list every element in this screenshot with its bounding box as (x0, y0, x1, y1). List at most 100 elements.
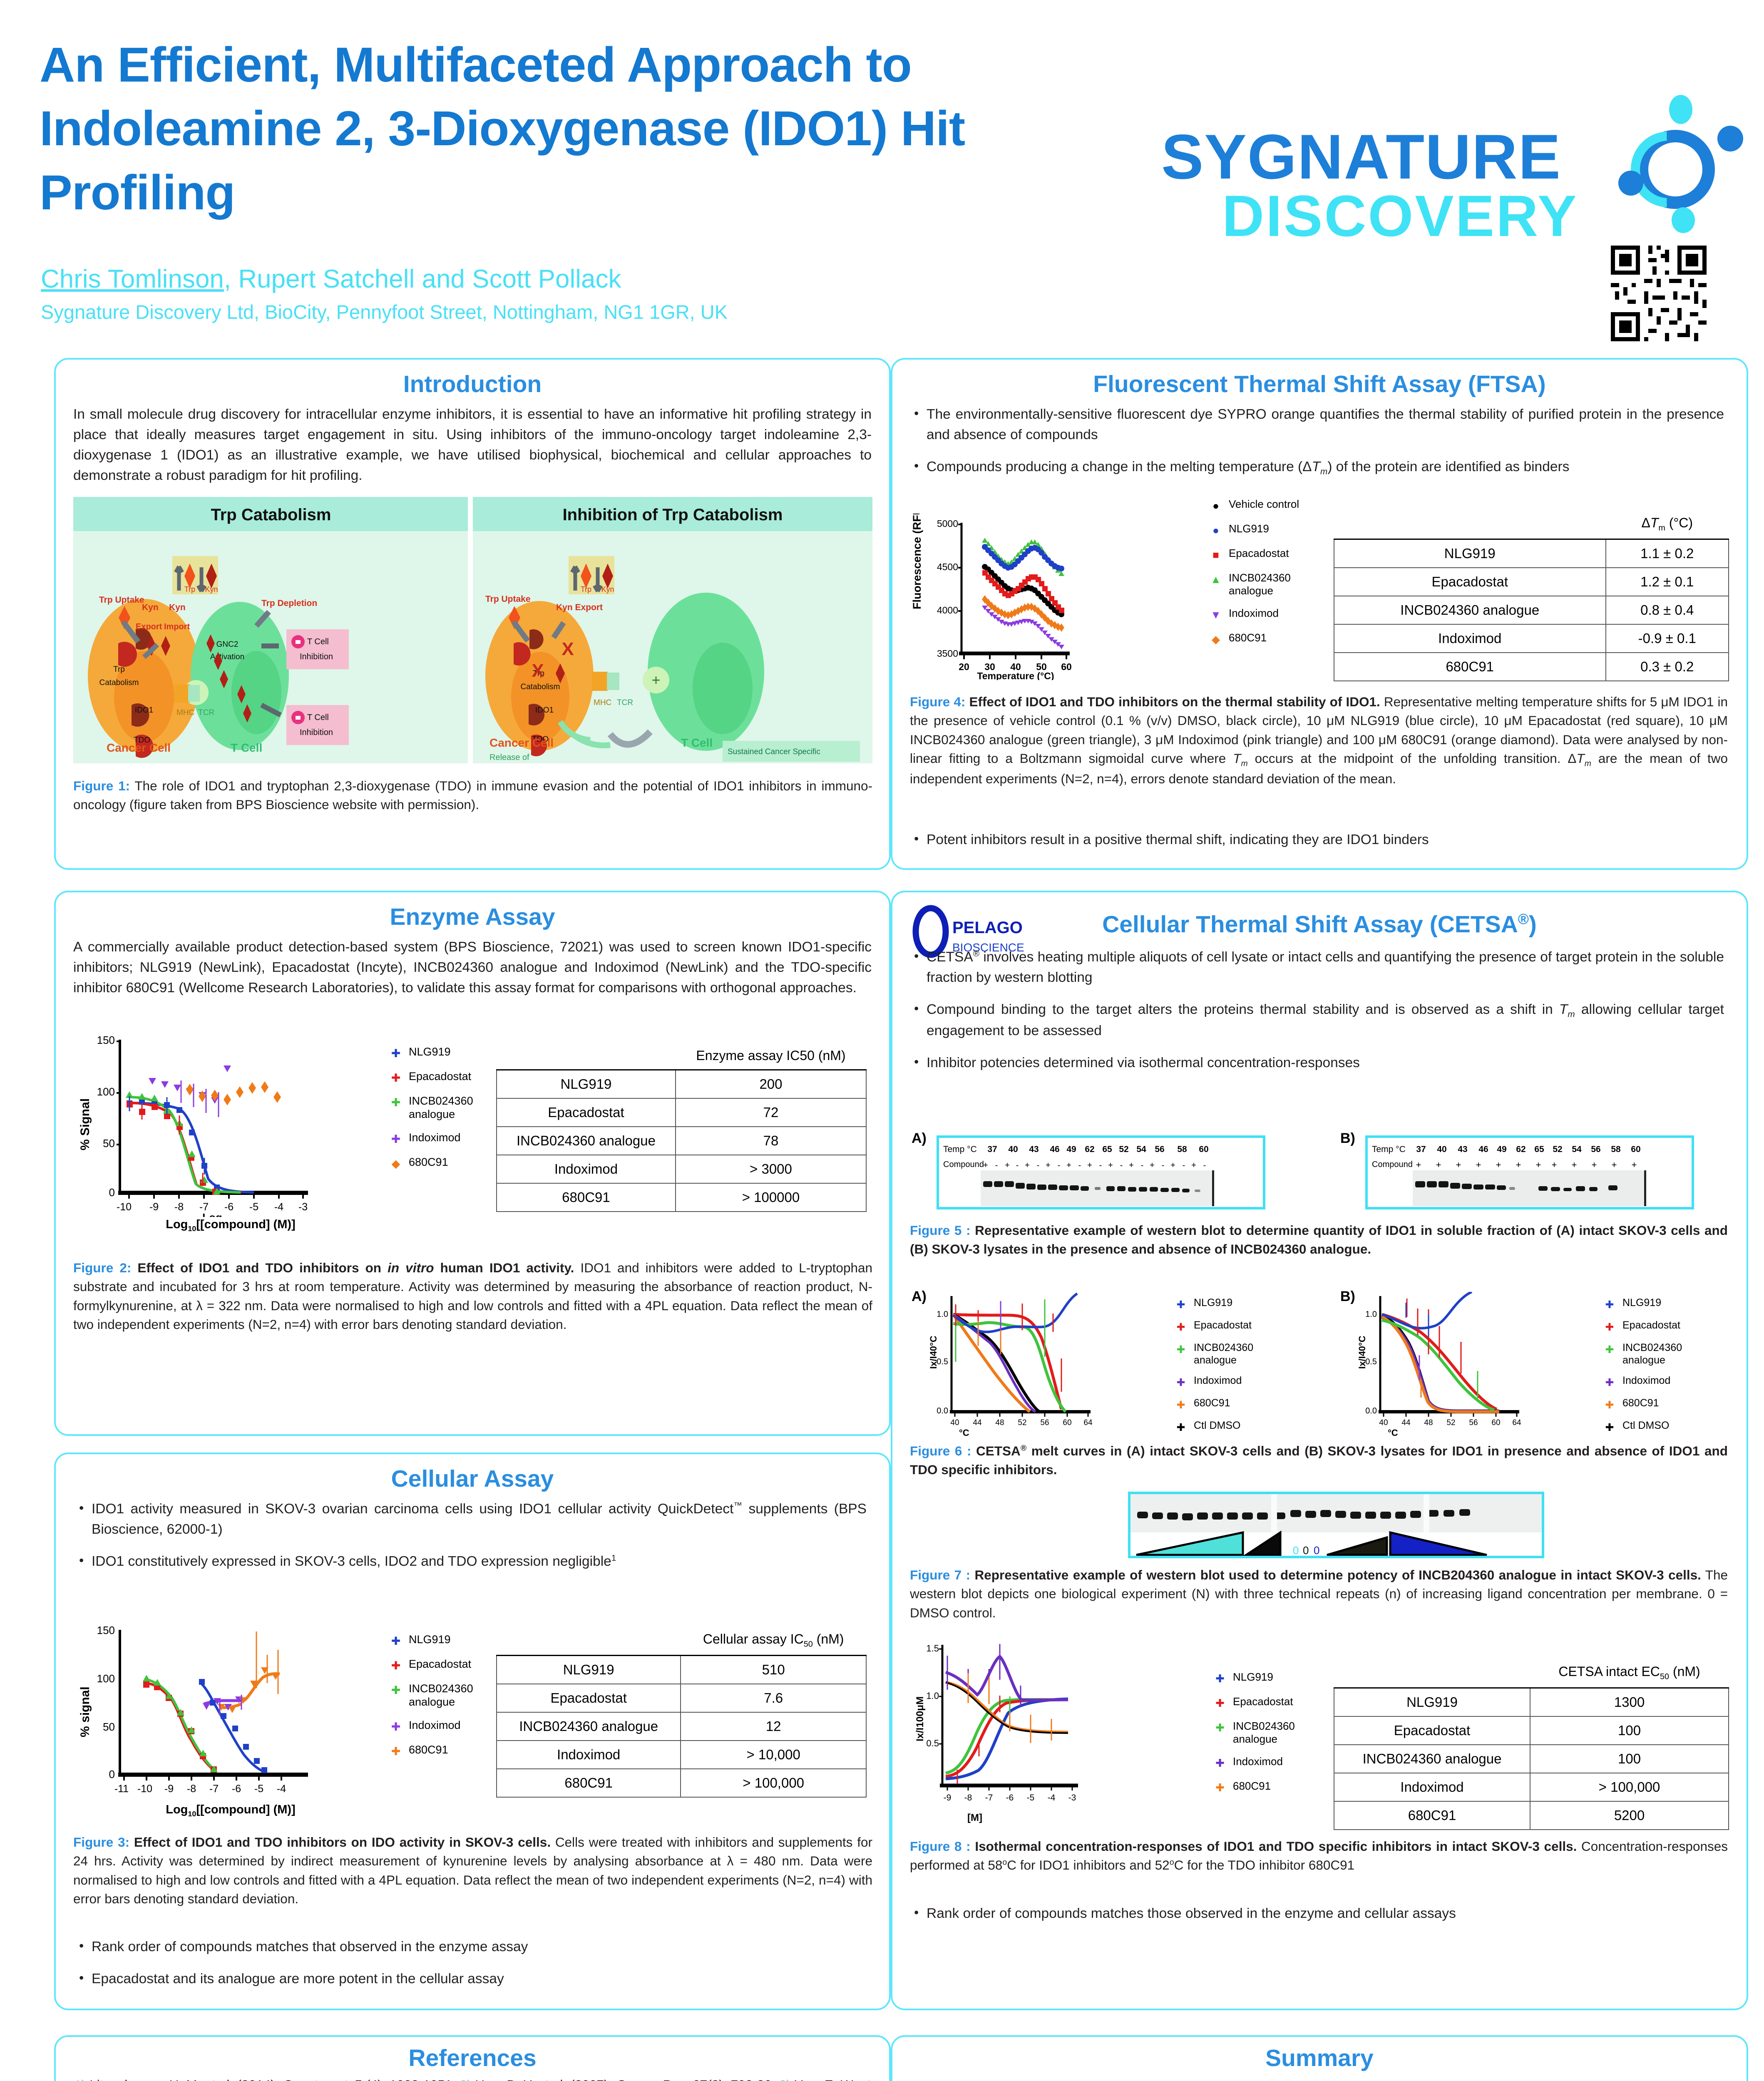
svg-text:0.5: 0.5 (937, 1357, 948, 1366)
figure7-caption: Figure 7 : Representative example of wes… (910, 1567, 1728, 1620)
figure4-caption: Figure 4: Effect of IDO1 and TDO inhibit… (910, 694, 1728, 786)
svg-text:-: - (1058, 1161, 1061, 1170)
svg-text:0.0: 0.0 (1365, 1406, 1377, 1415)
legend-label: NLG919 (409, 1045, 451, 1058)
table-header-ec50: CETSA intact EC50 (nM) (1530, 1658, 1729, 1689)
qr-code-icon (1607, 241, 1711, 345)
svg-text:Catabolism: Catabolism (99, 678, 139, 687)
legend-label: INCB024360 analogue (1233, 1720, 1295, 1745)
svg-text:0: 0 (109, 1768, 115, 1781)
list-item: Rank order of compounds matches those ob… (909, 1903, 1725, 1924)
svg-text:58: 58 (1177, 1145, 1187, 1154)
figure4-legend: ● Vehicle control ● NLG919 ■ Epacadostat ▲ I… (1209, 498, 1321, 656)
table-cell: Epacadostat (496, 1684, 681, 1713)
figure6b-legend: ✚ NLG919 ✚ Epacadostat ✚ INCB024360 analogu… (1603, 1297, 1727, 1444)
table-row: INCB024360 analogue 78 (496, 1126, 867, 1155)
svg-text:37: 37 (987, 1145, 997, 1154)
legend-marker-680c91: ✚ (1176, 1399, 1185, 1411)
table-cell: NLG919 (1334, 539, 1606, 569)
svg-text:-7: -7 (199, 1201, 209, 1213)
legend-marker-incb024360: ✚ (1605, 1344, 1614, 1356)
table-row: INCB024360 analogue 100 (1333, 1744, 1729, 1774)
legend-label: Indoximod (1194, 1375, 1242, 1386)
svg-text:150: 150 (97, 1624, 115, 1636)
legend-label: 680C91 (1229, 631, 1267, 644)
svg-text:TCR: TCR (198, 708, 214, 717)
figure3-legend: ✚ NLG919 ✚ Epacadostat ✚ INCB024360 analogu… (389, 1633, 489, 1768)
svg-text:MHC: MHC (594, 698, 611, 707)
table-cell: > 10,000 (680, 1740, 867, 1770)
legend-label: INCB024360 analogue (409, 1095, 473, 1120)
svg-text:Catabolism: Catabolism (520, 683, 560, 691)
svg-text:-10: -10 (117, 1201, 132, 1213)
panel-cellular-assay: Cellular Assay IDO1 activity measured in… (54, 1453, 891, 2010)
table-row: Epacadostat 7.6 (496, 1684, 867, 1713)
svg-text:+: + (1456, 1160, 1461, 1170)
svg-text:-: - (1078, 1161, 1081, 1170)
svg-text:Compound: Compound (1372, 1160, 1413, 1169)
table-row: 680C91 5200 (1333, 1801, 1729, 1830)
figure3-chart: % signal 150 100 50 0 -11 -10 -9 -8 -7 -6 -5… (75, 1621, 383, 1804)
legend-marker-epacadostat: ✚ (1605, 1321, 1614, 1333)
summary-title: Summary (1265, 2045, 1374, 2071)
figure4-caption-label: Figure 4: (910, 694, 966, 709)
figure6-panel-a-label: A) (912, 1289, 927, 1304)
svg-text:-10: -10 (137, 1783, 152, 1795)
table-cell: Indoximod (1334, 624, 1606, 653)
svg-text:48: 48 (1424, 1418, 1433, 1427)
svg-text:-: - (1120, 1161, 1123, 1170)
svg-text:37: 37 (1416, 1145, 1426, 1154)
svg-text:30: 30 (984, 661, 995, 672)
svg-text:+: + (1476, 1160, 1481, 1170)
svg-text:-7: -7 (985, 1793, 993, 1803)
table-cell: 7.6 (680, 1684, 867, 1713)
svg-text:0.0: 0.0 (937, 1406, 948, 1415)
table-row: Indoximod > 10,000 (496, 1740, 867, 1770)
svg-text:-3: -3 (298, 1201, 308, 1213)
svg-text:IDO1: IDO1 (135, 706, 153, 715)
svg-text:-9: -9 (944, 1793, 952, 1803)
svg-text:-4: -4 (1048, 1793, 1056, 1803)
legend-label: 680C91 (1233, 1780, 1271, 1793)
svg-text:54: 54 (1572, 1145, 1582, 1154)
panel-references: References 1) Litzenburger, U. M. et al.… (54, 2035, 891, 2081)
legend-marker-nlg919: ✚ (391, 1047, 401, 1060)
table-cell: 680C91 (496, 1183, 676, 1212)
legend-marker-epacadostat: ✚ (1176, 1321, 1185, 1333)
svg-text:56: 56 (1040, 1418, 1049, 1427)
svg-text:43: 43 (1029, 1145, 1039, 1154)
legend-label: Epacadostat (1194, 1319, 1252, 1331)
legend-marker-indoximod: ✚ (391, 1132, 401, 1145)
svg-text:56: 56 (1469, 1418, 1478, 1427)
cetsa-table: CETSA intact EC50 (nM) NLG919 1300 Epacad… (1333, 1658, 1729, 1830)
svg-text:-5: -5 (254, 1783, 263, 1795)
table-row: Epacadostat 72 (496, 1098, 867, 1127)
introduction-paragraph: In small molecule drug discovery for int… (73, 407, 872, 483)
svg-text:Trp: Trp (184, 585, 195, 594)
figure5-caption: Figure 5 : Representative example of wes… (910, 1221, 1728, 1259)
figure1-caption-label: Figure 1: (73, 778, 130, 793)
list-item: IDO1 constitutively expressed in SKOV-3 … (74, 1551, 867, 1572)
cetsa-post-bullets: Rank order of compounds matches those ob… (909, 1903, 1725, 1936)
svg-text:-6: -6 (232, 1783, 241, 1795)
svg-text:-3: -3 (1068, 1793, 1076, 1803)
svg-text:60: 60 (1199, 1145, 1208, 1154)
legend-marker-indoximod: ✚ (391, 1720, 401, 1733)
enzyme-assay-table: Enzyme assay IC50 (nM) NLG919 200 Epacado… (496, 1042, 867, 1212)
table-row: Indoximod > 3000 (496, 1155, 867, 1184)
figure8-caption-label: Figure 8 : (910, 1839, 971, 1854)
svg-text:0.5: 0.5 (1365, 1357, 1377, 1366)
figure8-legend: ✚ NLG919 ✚ Epacadostat ✚ INCB024360 analogu… (1213, 1671, 1321, 1804)
table-row: INCB024360 analogue 12 (496, 1712, 867, 1741)
table-row: 680C91 > 100000 (496, 1183, 867, 1212)
legend-label: INCB024360 analogue (1622, 1342, 1682, 1366)
table-row: NLG919 1.1 ± 0.2 (1334, 539, 1729, 569)
legend-label: Indoximod (1229, 607, 1279, 620)
legend-label: NLG919 (1229, 522, 1269, 535)
legend-marker-nlg919: ● (1212, 524, 1219, 536)
table-cell: -0.9 ± 0.1 (1605, 624, 1729, 653)
svg-text:62: 62 (1085, 1145, 1094, 1154)
author-list: Chris Tomlinson, Rupert Satchell and Sco… (41, 264, 1123, 294)
table-cell-empty (1334, 1658, 1530, 1689)
legend-marker-nlg919: ✚ (391, 1635, 401, 1647)
